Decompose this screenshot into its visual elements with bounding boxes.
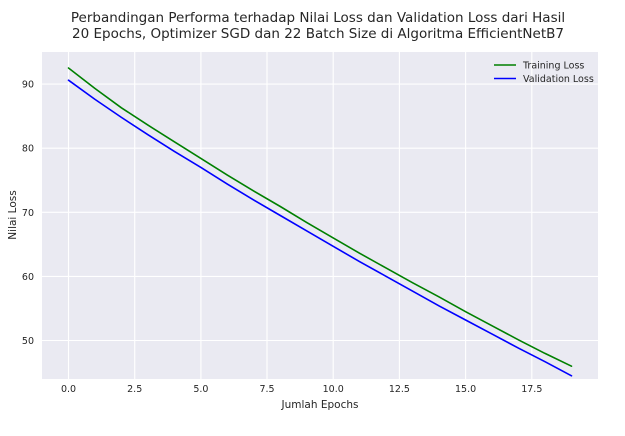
chart-title: Perbandingan Performa terhadap Nilai Los… — [71, 10, 565, 42]
y-tick-label: 70 — [22, 208, 34, 219]
x-tick-label: 0.0 — [61, 384, 76, 395]
plot-area — [42, 52, 598, 379]
x-tick-label: 12.5 — [389, 384, 410, 395]
series-lines — [67, 67, 573, 377]
y-tick-label: 90 — [22, 80, 34, 91]
x-tick-label: 5.0 — [193, 384, 208, 395]
x-tick-labels: 0.0 2.5 5.0 7.5 10.0 12.5 15.0 17.5 — [61, 384, 542, 395]
chart-title-line-2: 20 Epochs, Optimizer SGD dan 22 Batch Si… — [72, 26, 564, 42]
x-axis-label: Jumlah Epochs — [281, 399, 359, 411]
chart-title-line-1: Perbandingan Performa terhadap Nilai Los… — [71, 10, 565, 26]
series-line-training-loss — [67, 67, 573, 368]
y-tick-label: 80 — [22, 144, 34, 155]
y-tick-label: 60 — [22, 272, 34, 283]
series-line-validation-loss — [67, 79, 573, 377]
legend-label-training-loss: Training Loss — [522, 61, 584, 72]
y-tick-label: 50 — [22, 336, 34, 347]
legend-label-validation-loss: Validation Loss — [523, 74, 594, 85]
x-tick-label: 2.5 — [127, 384, 142, 395]
x-gridlines — [67, 52, 533, 379]
legend: Training Loss Validation Loss — [494, 61, 594, 85]
x-tick-label: 7.5 — [259, 384, 274, 395]
x-tick-label: 10.0 — [323, 384, 344, 395]
y-axis-label: Nilai Loss — [7, 190, 19, 239]
y-tick-labels: 50 60 70 80 90 — [22, 80, 34, 347]
x-tick-label: 17.5 — [521, 384, 542, 395]
x-tick-label: 15.0 — [455, 384, 476, 395]
